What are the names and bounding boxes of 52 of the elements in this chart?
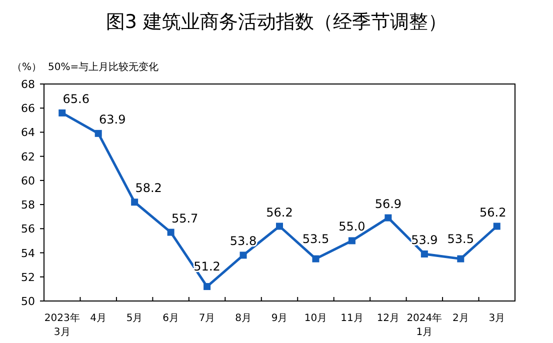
text: 53.5 — [447, 232, 474, 246]
point — [457, 255, 464, 262]
point — [204, 283, 211, 290]
text: 56.2 — [266, 205, 293, 220]
text: 56.2 — [480, 205, 506, 220]
point — [276, 222, 283, 230]
y-tick-label: 58 — [21, 198, 35, 212]
point — [58, 109, 66, 116]
x-tick-label: 6月 — [162, 313, 179, 324]
x-tick-label: 3月 — [488, 313, 506, 324]
x-tick-label: 12月 — [376, 313, 400, 324]
text: 53.9 — [411, 232, 438, 247]
point — [420, 250, 428, 258]
y-tick-label: 64 — [21, 126, 35, 140]
text: 65.6 — [62, 92, 90, 106]
text: 51.2 — [194, 260, 220, 274]
y-axis-title: （%） — [12, 62, 42, 73]
text: 53.8 — [230, 234, 257, 248]
x-tick-label: 11月 — [340, 313, 364, 324]
point — [240, 252, 247, 259]
y-tick-label: 56 — [21, 222, 35, 236]
y-tick-label: 50 — [21, 295, 35, 308]
y-tick-label: 62 — [21, 150, 35, 164]
x-tick-label: 2024年 1月 — [406, 312, 442, 338]
x-tick-label: 2023年 3月 — [44, 312, 80, 338]
x-tick-label: 2月 — [452, 313, 469, 324]
text: 58.2 — [135, 181, 162, 196]
point — [94, 130, 102, 137]
point — [384, 214, 392, 222]
text: 50%=与上月比较无变化 — [48, 61, 159, 73]
x-tick-label: 7月 — [198, 313, 216, 324]
x-tick-label: 9月 — [271, 313, 288, 324]
point — [167, 228, 174, 236]
text: 53.5 — [302, 232, 330, 246]
y-tick-label: 68 — [21, 78, 35, 91]
x-tick-label: 4月 — [90, 313, 107, 324]
point — [493, 222, 500, 230]
text: 55.7 — [171, 211, 198, 226]
text: 56.9 — [374, 196, 402, 211]
point — [312, 255, 320, 262]
x-tick-label: 8月 — [235, 313, 252, 324]
chart-title: 图3 建筑业商务活动指数（经季节调整） — [106, 11, 448, 33]
point — [131, 198, 138, 206]
y-tick-label: 52 — [21, 270, 35, 284]
y-tick-label: 60 — [21, 174, 35, 188]
x-tick-label: 10月 — [304, 313, 328, 324]
y-tick-label: 66 — [21, 102, 35, 116]
y-tick-label: 54 — [21, 246, 35, 260]
text: 55.0 — [338, 220, 366, 234]
x-tick-label: 5月 — [126, 313, 143, 324]
text: 63.9 — [98, 112, 126, 126]
point — [348, 237, 356, 244]
